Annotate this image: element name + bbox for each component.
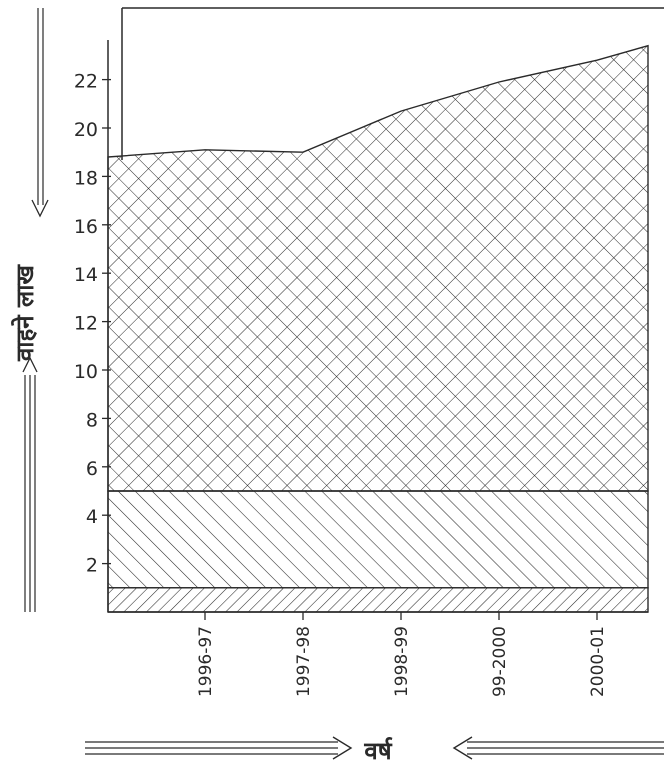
- y-tick-label: 8: [86, 409, 98, 431]
- y-tick-label: 18: [74, 167, 98, 189]
- y-tick-label: 10: [74, 361, 98, 383]
- x-arrow-right-icon: [85, 736, 353, 760]
- y-tick-label: 2: [86, 555, 98, 577]
- area-band-2: [107, 490, 649, 589]
- y-axis-label-group: वाहने लाख: [11, 8, 49, 612]
- x-tick-label: 1998-99: [392, 626, 412, 697]
- area-band-3: [107, 44, 649, 492]
- x-tick-label: 1996-97: [196, 626, 216, 697]
- y-tick-label: 22: [74, 71, 98, 93]
- x-arrow-left-icon: [452, 736, 664, 760]
- x-axis: 1996-97 1997-98 1998-99 99-2000 2000-01: [108, 611, 648, 697]
- area-band-1: [107, 587, 649, 613]
- y-axis: 2 4 6 8 10 12 14 16 18 20 22: [74, 40, 111, 612]
- y-arrow-down-icon: [31, 8, 49, 218]
- x-axis-label-group: वर्ष: [85, 736, 664, 765]
- y-tick-label: 14: [74, 264, 98, 286]
- y-arrow-up-icon: [22, 356, 38, 612]
- x-axis-label: वर्ष: [363, 737, 392, 765]
- x-tick-label: 99-2000: [490, 626, 510, 697]
- y-tick-label: 20: [74, 119, 98, 141]
- y-tick-label: 12: [74, 313, 98, 335]
- area-bands: [107, 44, 649, 613]
- x-tick-label: 2000-01: [588, 626, 608, 697]
- y-tick-label: 4: [86, 506, 98, 528]
- x-tick-label: 1997-98: [294, 626, 314, 697]
- y-tick-label: 6: [86, 458, 98, 480]
- y-tick-label: 16: [74, 216, 98, 238]
- y-axis-label: वाहने लाख: [11, 264, 39, 362]
